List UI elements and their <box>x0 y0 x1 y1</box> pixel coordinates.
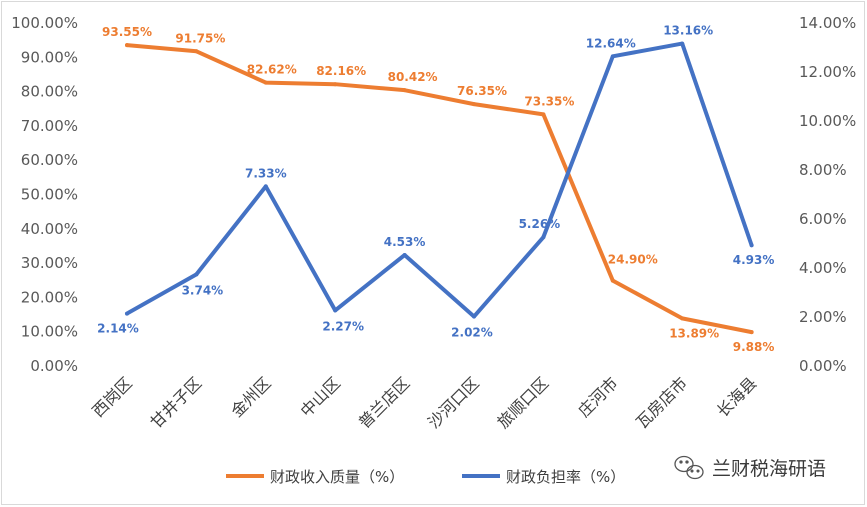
data-point <box>333 308 338 313</box>
right-tick-label: 14.00% <box>799 14 856 32</box>
wechat-icon <box>674 455 704 480</box>
data-label: 2.27% <box>322 319 364 333</box>
left-tick-label: 10.00% <box>21 323 78 341</box>
legend-label-revenue-quality: 财政收入质量（%） <box>270 468 404 486</box>
data-label: 24.90% <box>608 253 658 267</box>
data-label: 3.74% <box>182 283 224 297</box>
legend-item-revenue-quality[interactable]: 财政收入质量（%） <box>226 468 404 486</box>
data-point <box>125 311 129 316</box>
category-label: 沙河口区 <box>424 373 483 432</box>
legend-label-burden-rate: 财政负担率（%） <box>506 468 625 486</box>
category-label: 西岗区 <box>88 373 135 420</box>
series-line-revenue-quality <box>125 43 754 335</box>
category-label: 金州区 <box>227 373 274 420</box>
legend: 财政收入质量（%） 财政负担率（%） <box>226 468 625 486</box>
legend-item-burden-rate[interactable]: 财政负担率（%） <box>462 468 625 486</box>
data-point <box>402 253 407 258</box>
right-tick-label: 0.00% <box>799 357 847 375</box>
left-tick-label: 100.00% <box>11 14 78 32</box>
left-tick-label: 40.00% <box>21 220 78 238</box>
data-point <box>680 316 685 321</box>
data-label: 2.14% <box>97 322 139 336</box>
series-lines <box>125 41 754 335</box>
data-point <box>125 43 129 48</box>
right-tick-label: 8.00% <box>799 161 847 179</box>
data-point <box>263 80 268 85</box>
right-tick-label: 12.00% <box>799 63 856 81</box>
data-point <box>749 330 754 335</box>
data-point <box>402 88 407 93</box>
category-label: 庄河市 <box>574 373 621 420</box>
data-label: 4.53% <box>384 235 426 249</box>
category-label: 中山区 <box>297 373 344 420</box>
data-point <box>194 49 199 54</box>
left-tick-label: 70.00% <box>21 117 78 135</box>
category-label: 普兰店区 <box>355 373 414 432</box>
data-label: 76.35% <box>457 84 507 98</box>
left-axis: 0.00% 10.00% 20.00% 30.00% 40.00% 50.00% 60.00… <box>11 14 78 375</box>
data-point <box>541 235 546 240</box>
data-label: 80.42% <box>388 70 438 84</box>
data-point <box>610 278 615 283</box>
data-label: 5.26% <box>519 217 561 231</box>
data-point <box>333 82 338 87</box>
right-tick-label: 4.00% <box>799 259 847 277</box>
left-tick-label: 60.00% <box>21 151 78 169</box>
right-axis: 0.00% 2.00% 4.00% 6.00% 8.00% 10.00% 12.00% 14.… <box>799 14 856 375</box>
left-tick-label: 30.00% <box>21 254 78 272</box>
category-label: 甘井子区 <box>147 373 206 432</box>
data-label: 73.35% <box>524 94 574 108</box>
data-point <box>263 184 268 189</box>
left-tick-label: 20.00% <box>21 288 78 306</box>
data-point <box>541 112 546 117</box>
category-axis: 西岗区 甘井子区 金州区 中山区 普兰店区 沙河口区 旅顺口区 庄河市 瓦房店市 长海县 <box>88 373 760 432</box>
left-tick-label: 50.00% <box>21 186 78 204</box>
data-label: 2.02% <box>451 326 493 340</box>
data-point <box>749 243 754 248</box>
right-tick-label: 10.00% <box>799 112 856 130</box>
data-label: 4.93% <box>733 253 775 267</box>
left-tick-label: 0.00% <box>30 357 78 375</box>
data-label: 13.16% <box>663 24 713 38</box>
data-point <box>680 41 685 46</box>
data-point <box>472 102 476 107</box>
category-label: 旅顺口区 <box>494 373 553 432</box>
left-tick-label: 80.00% <box>21 83 78 101</box>
watermark: 兰财税海研语 <box>674 455 826 480</box>
data-point <box>194 272 199 277</box>
data-label: 9.88% <box>733 340 775 354</box>
right-tick-label: 2.00% <box>799 308 847 326</box>
category-label: 瓦房店市 <box>632 373 691 432</box>
data-label: 93.55% <box>102 25 152 39</box>
left-tick-label: 90.00% <box>21 48 78 66</box>
data-point <box>610 54 615 59</box>
data-label: 91.75% <box>175 31 225 45</box>
right-tick-label: 6.00% <box>799 210 847 228</box>
category-label: 长海县 <box>713 373 760 420</box>
series-line-burden-rate <box>125 41 754 319</box>
data-labels: 93.55% 91.75% 82.62% 82.16% 80.42% 76.35% 73.3… <box>97 24 774 355</box>
data-label: 12.64% <box>586 36 636 50</box>
data-label: 82.62% <box>247 63 297 77</box>
watermark-text: 兰财税海研语 <box>712 458 826 480</box>
data-label: 7.33% <box>245 166 287 180</box>
data-point <box>472 314 476 319</box>
data-label: 82.16% <box>316 64 366 78</box>
data-label: 13.89% <box>669 326 719 340</box>
